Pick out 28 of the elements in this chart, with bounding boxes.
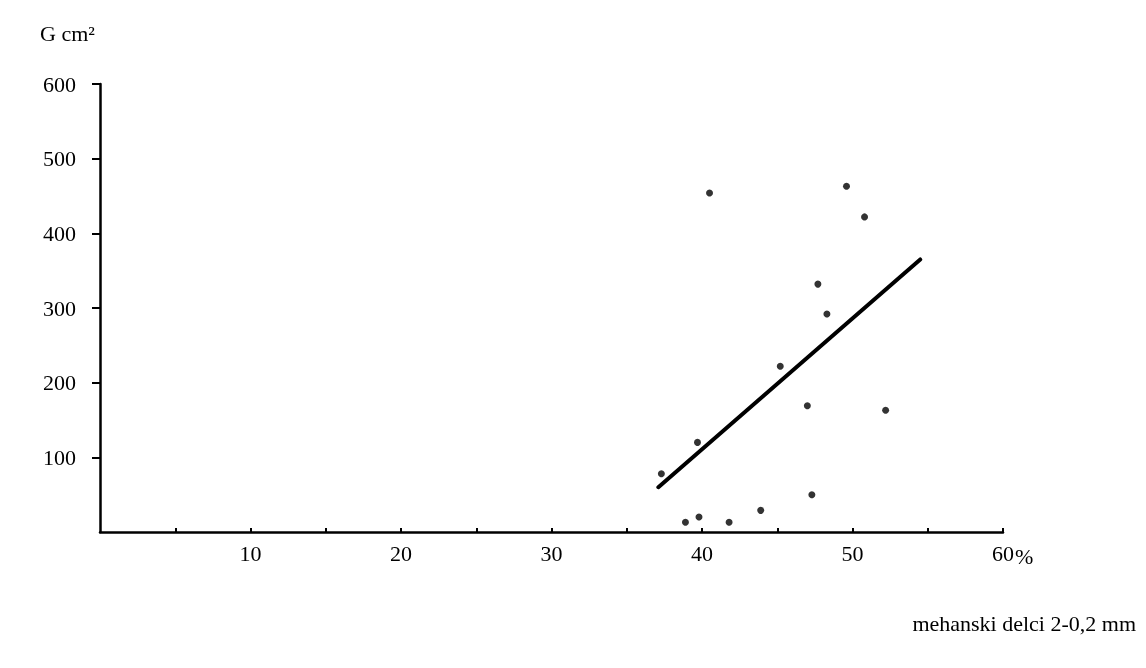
point bbox=[776, 362, 784, 370]
point bbox=[861, 213, 869, 221]
y-tick-label: 300 bbox=[43, 295, 76, 321]
y-tick-label: 600 bbox=[43, 71, 76, 97]
point bbox=[657, 470, 665, 478]
y-tick-label: 100 bbox=[43, 444, 76, 470]
x-tick-label: 40 bbox=[691, 540, 713, 566]
point bbox=[882, 406, 890, 414]
y-tick-label: 500 bbox=[43, 146, 76, 172]
point bbox=[842, 182, 850, 190]
point bbox=[808, 491, 816, 499]
x-axis-title: mehanski delci 2-0,2 mm bbox=[912, 610, 1136, 636]
x-tick-label: 30 bbox=[540, 540, 563, 566]
y-axis-title: G cm² bbox=[40, 20, 96, 46]
x-tick-label: 60 bbox=[992, 540, 1014, 566]
x-tick-label: 10 bbox=[239, 540, 262, 566]
point bbox=[757, 506, 765, 514]
text: % bbox=[1015, 543, 1034, 569]
point bbox=[814, 280, 822, 288]
point bbox=[693, 438, 701, 446]
x-tick-label: 20 bbox=[390, 540, 412, 566]
point bbox=[706, 189, 714, 197]
x-tick-label: 50 bbox=[841, 540, 864, 566]
point bbox=[803, 402, 811, 410]
point bbox=[681, 518, 689, 526]
point bbox=[725, 518, 733, 526]
y-tick-label: 200 bbox=[43, 370, 76, 396]
y-tick-label: 400 bbox=[43, 220, 76, 246]
